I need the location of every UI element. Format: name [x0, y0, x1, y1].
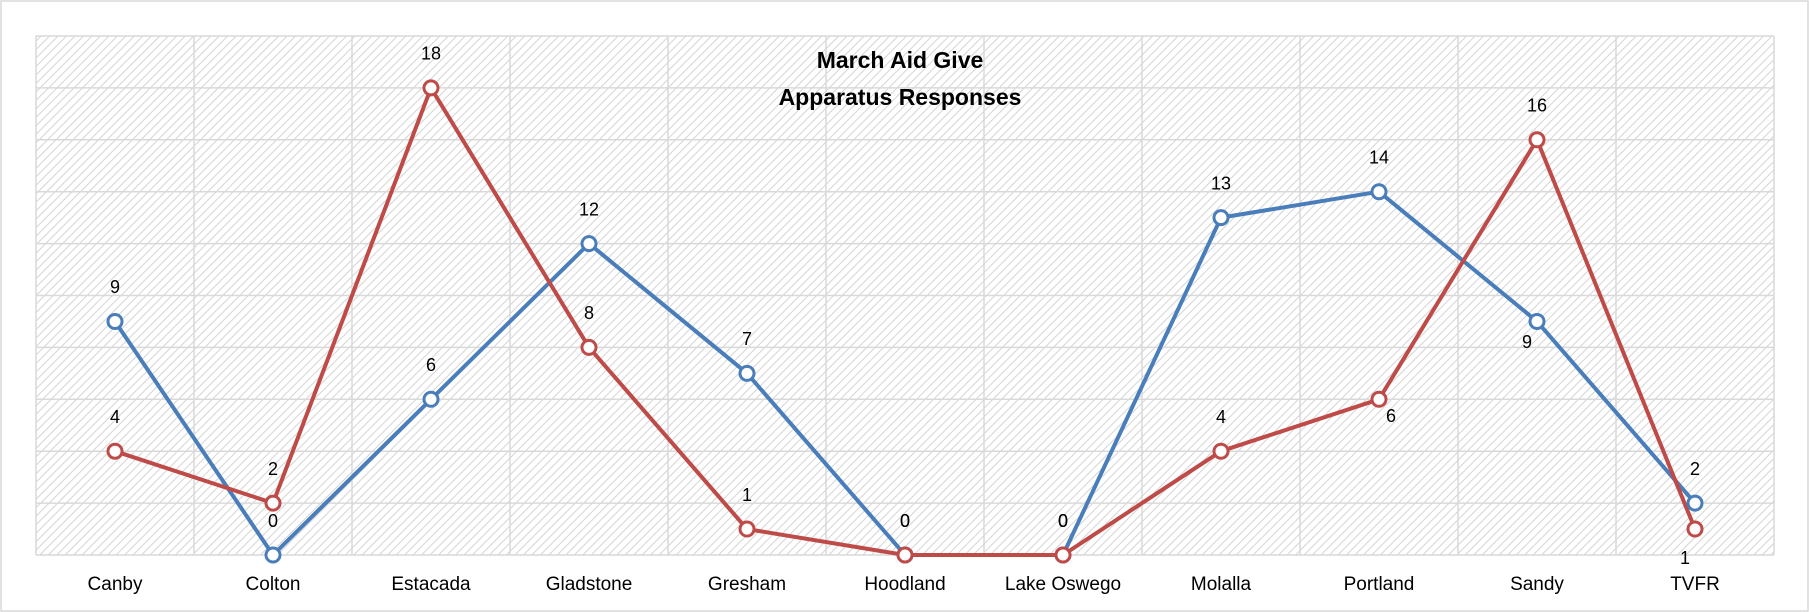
data-label: 14: [1369, 147, 1389, 167]
data-label: 0: [1058, 511, 1068, 531]
point-marker: [264, 546, 282, 564]
data-label: 12: [579, 199, 599, 219]
data-label: 16: [1527, 96, 1547, 116]
data-label: 0: [268, 511, 278, 531]
x-tick-label: Molalla: [1191, 574, 1252, 595]
data-label: 7: [742, 329, 752, 349]
point-marker: [1212, 442, 1230, 460]
point-marker: [1054, 546, 1072, 564]
data-label: 13: [1211, 173, 1231, 193]
x-tick-label: TVFR: [1670, 574, 1720, 595]
point-marker: [106, 312, 124, 330]
point-marker: [1686, 520, 1704, 538]
point-marker: [106, 442, 124, 460]
point-marker: [896, 546, 914, 564]
x-tick-label: Hoodland: [864, 574, 945, 595]
chart-subtitle: Apparatus Responses: [779, 84, 1022, 110]
point-marker: [1370, 390, 1388, 408]
data-label: 6: [426, 355, 436, 375]
data-label: 6: [1386, 406, 1396, 426]
x-tick-label: Canby: [88, 574, 143, 595]
x-tick-label: Sandy: [1510, 574, 1564, 595]
data-label: 0: [900, 511, 910, 531]
x-tick-label: Portland: [1344, 574, 1415, 595]
point-marker: [1370, 183, 1388, 201]
point-marker: [738, 364, 756, 382]
point-marker: [580, 235, 598, 253]
data-label: 0: [900, 511, 910, 531]
x-tick-label: Gresham: [708, 574, 786, 595]
data-label: 9: [110, 277, 120, 297]
data-label: 1: [1680, 548, 1690, 568]
x-tick-label: Lake Oswego: [1005, 574, 1121, 595]
data-label: 8: [584, 303, 594, 323]
data-label: 4: [110, 407, 120, 427]
point-marker: [1686, 494, 1704, 512]
point-marker: [580, 338, 598, 356]
data-label: 2: [268, 459, 278, 479]
x-tick-label: Estacada: [391, 574, 471, 595]
point-marker: [264, 494, 282, 512]
point-marker: [1212, 209, 1230, 227]
point-marker: [1528, 312, 1546, 330]
data-label: 1: [742, 485, 752, 505]
point-marker: [422, 79, 440, 97]
point-marker: [738, 520, 756, 538]
data-label: 9: [1522, 332, 1532, 352]
x-tick-label: Colton: [246, 574, 301, 595]
marks: [106, 79, 1704, 564]
chart-title: March Aid Give: [817, 47, 984, 73]
grid: [35, 35, 1775, 556]
point-marker: [422, 390, 440, 408]
data-label: 18: [421, 44, 441, 64]
point-marker: [1528, 131, 1546, 149]
x-tick-label: Gladstone: [546, 574, 633, 595]
data-label: 4: [1216, 407, 1226, 427]
data-label: 0: [1058, 511, 1068, 531]
data-label: 2: [1690, 459, 1700, 479]
